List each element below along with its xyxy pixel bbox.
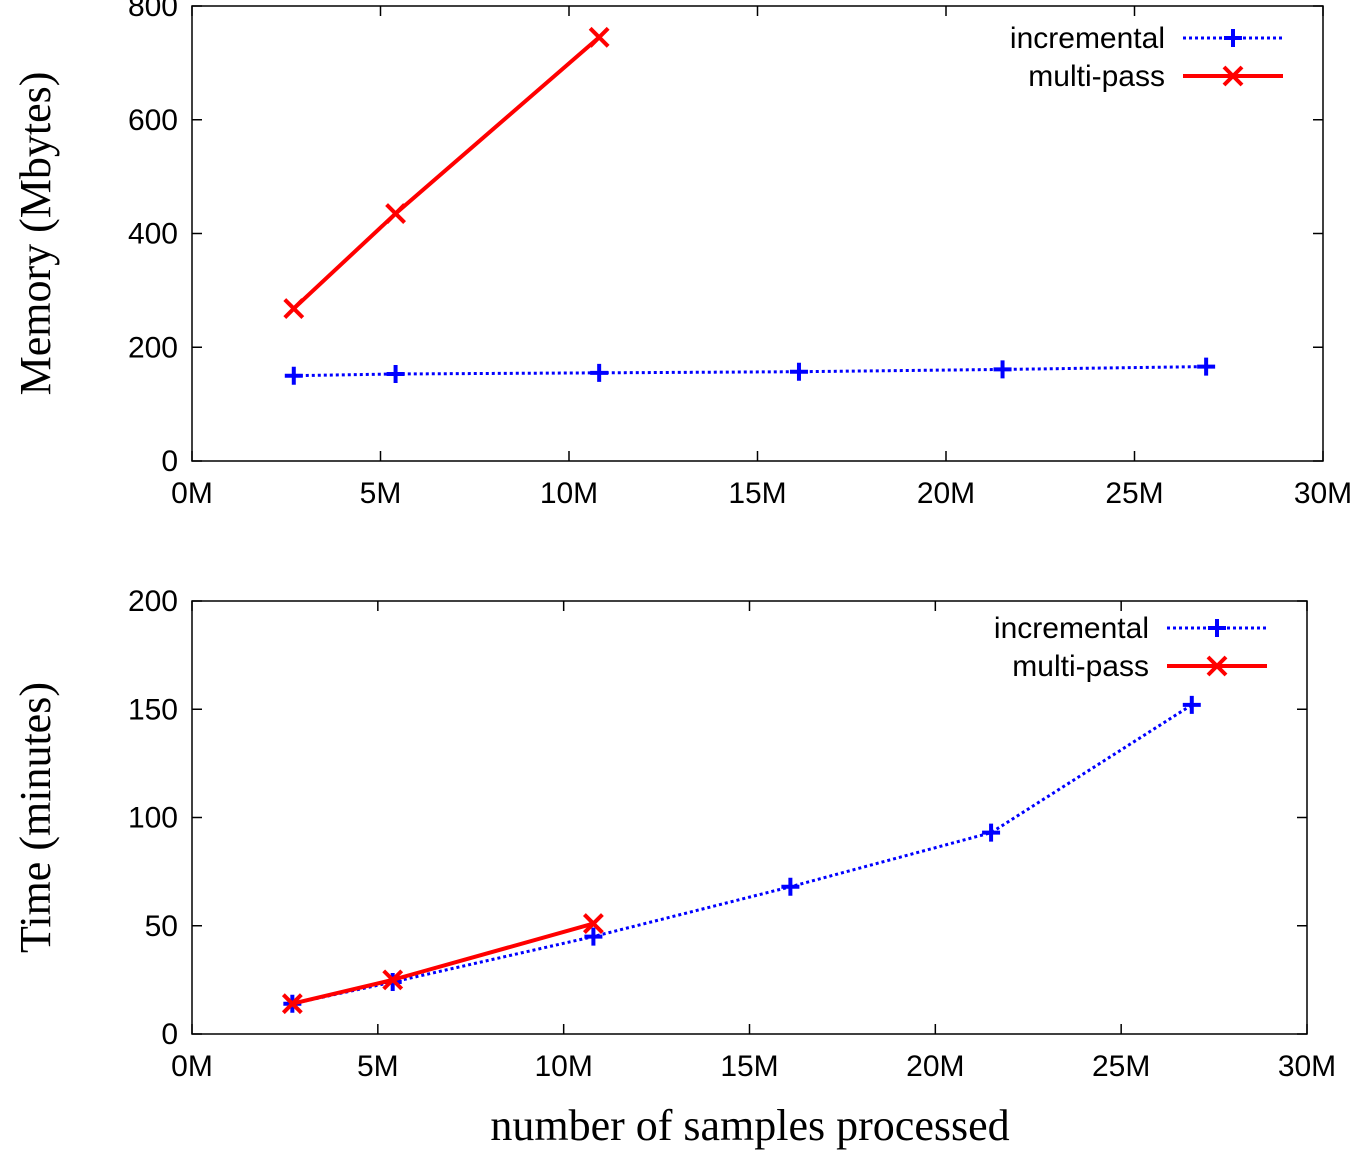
x-tick-label: 5M: [357, 1050, 399, 1083]
x-tick-label: 0M: [171, 1050, 213, 1083]
x-tick-label: 30M: [1278, 1050, 1336, 1083]
x-tick-label: 20M: [906, 1050, 964, 1083]
time-chart: 0M 5M 10M 15M 20M 25M 30M 0 50 100 150 200 Time (min…: [11, 585, 1336, 1083]
data-point: [982, 823, 1001, 842]
x-tick-label: 30M: [1294, 477, 1352, 510]
y-tick-label: 0: [161, 1018, 178, 1051]
x-tick-label: 0M: [171, 477, 213, 510]
data-point: [1206, 655, 1228, 677]
x-tick-label: 5M: [360, 477, 402, 510]
y-axis-title: Time (minutes): [11, 682, 60, 953]
data-point: [284, 366, 303, 385]
y-axis-title: Memory (Mbytes): [11, 72, 60, 396]
data-point: [386, 364, 405, 383]
memory-chart: 0M 5M 10M 15M 20M 25M 30M 0 200 400 600 800 Memory (…: [11, 0, 1352, 510]
y-tick-label: 200: [128, 331, 178, 364]
series-line-incremental: [293, 365, 1207, 378]
data-point: [385, 203, 406, 225]
data-point: [781, 877, 800, 896]
x-tick-label: 15M: [720, 1050, 778, 1083]
data-point: [1222, 65, 1244, 87]
y-tick-label: 800: [128, 0, 178, 23]
y-tick-label: 0: [161, 445, 178, 478]
data-point: [1182, 695, 1201, 714]
data-point: [283, 298, 305, 319]
series-line-multi-pass: [292, 35, 601, 311]
data-point: [582, 913, 604, 934]
y-tick-label: 400: [128, 218, 178, 251]
data-point: [1197, 357, 1216, 376]
legend-label: incremental: [994, 612, 1149, 645]
legend-label: multi-pass: [1028, 60, 1165, 93]
x-tick-label: 10M: [540, 477, 598, 510]
x-tick-label: 10M: [534, 1050, 592, 1083]
data-point: [1208, 619, 1226, 637]
legend-label: multi-pass: [1012, 650, 1149, 683]
data-point: [789, 362, 808, 381]
series-line-incremental: [292, 703, 1193, 1006]
data-point: [281, 993, 303, 1015]
series-line-multi-pass: [291, 921, 594, 1006]
x-tick-label: 20M: [917, 477, 975, 510]
y-tick-label: 100: [128, 802, 178, 835]
x-tick-label: 25M: [1092, 1050, 1150, 1083]
data-point: [590, 363, 609, 382]
legend-label: incremental: [1010, 22, 1165, 55]
y-tick-label: 200: [128, 585, 178, 618]
data-point: [588, 26, 610, 48]
x-tick-label: 15M: [728, 477, 786, 510]
x-tick-label: 25M: [1105, 477, 1163, 510]
data-point: [382, 969, 404, 991]
y-tick-label: 50: [145, 910, 178, 943]
data-point: [584, 927, 603, 946]
data-point: [1224, 29, 1242, 47]
data-point: [993, 360, 1012, 379]
x-axis-title: number of samples processed: [490, 1101, 1009, 1150]
y-tick-label: 150: [128, 693, 178, 726]
y-tick-label: 600: [128, 104, 178, 137]
